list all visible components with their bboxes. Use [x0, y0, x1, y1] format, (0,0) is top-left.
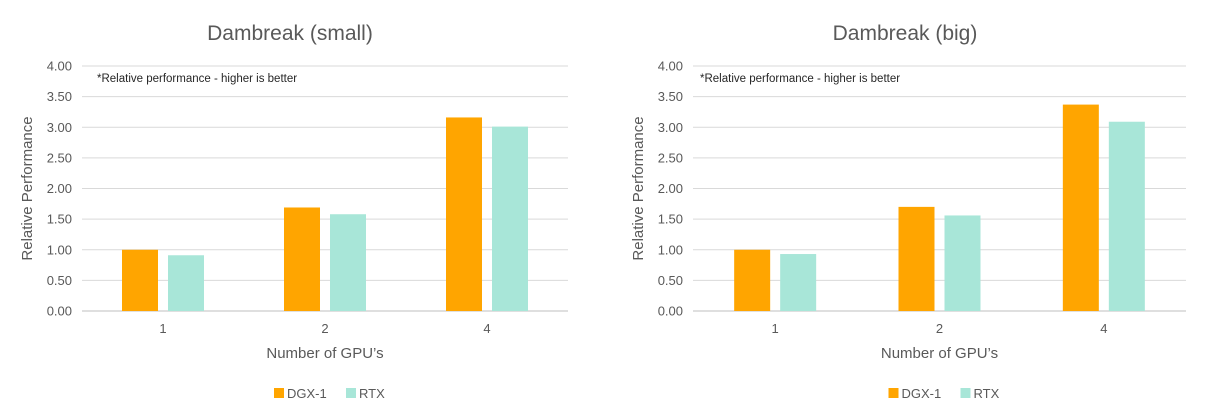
y-tick-label: 2.50 [658, 150, 683, 165]
chart-title: Dambreak (big) [833, 22, 978, 45]
y-tick-label: 3.50 [47, 89, 72, 104]
y-tick-label: 3.50 [658, 89, 683, 104]
x-axis-title: Number of GPU’s [266, 345, 383, 362]
bar-rtx-4 [1108, 121, 1145, 311]
legend-swatch [346, 388, 356, 398]
legend-label: RTX [974, 386, 1000, 401]
bar-dgx-1-4 [446, 117, 482, 311]
y-tick-label: 0.50 [658, 273, 683, 288]
y-tick-label: 1.00 [47, 242, 72, 257]
legend-label: DGX-1 [902, 386, 942, 401]
y-tick-label: 2.50 [47, 150, 72, 165]
chart-title: Dambreak (small) [207, 22, 373, 45]
bar-rtx-4 [492, 126, 528, 311]
chart-1: Dambreak (small) 0.00 0.50 1.00 1.50 2.00 2.50… [19, 22, 568, 401]
y-tick-label: 1.50 [47, 212, 72, 227]
y-tick-label: 3.00 [47, 120, 72, 135]
x-tick-label: 1 [159, 321, 166, 336]
legend-swatch [888, 388, 899, 398]
x-tick-label: 4 [1100, 321, 1107, 336]
bar-dgx-1-1 [734, 249, 771, 311]
y-axis-title: Relative Performance [630, 116, 647, 260]
y-tick-label: 2.00 [47, 181, 72, 196]
x-tick-label: 1 [772, 321, 779, 336]
bar-rtx-2 [330, 214, 366, 311]
chart-2: Dambreak (big) 0.00 0.50 1.00 1.50 2.00 2.50 3.… [630, 22, 1186, 401]
bar-rtx-1 [780, 254, 817, 311]
y-tick-label: 0.50 [47, 273, 72, 288]
y-tick-label: 4.00 [658, 59, 683, 74]
y-tick-label: 0.00 [47, 304, 72, 319]
legend-label: RTX [359, 386, 385, 401]
x-tick-label: 2 [936, 321, 943, 336]
x-tick-label: 4 [483, 321, 490, 336]
y-tick-label: 2.00 [658, 181, 683, 196]
bar-dgx-1-2 [898, 206, 935, 311]
bar-dgx-1-1 [122, 249, 158, 311]
legend-swatch [960, 388, 971, 398]
chart-annotation: *Relative performance - higher is better [97, 73, 297, 85]
x-axis-title: Number of GPU’s [881, 345, 998, 362]
legend-swatch [274, 388, 284, 398]
y-tick-label: 3.00 [658, 120, 683, 135]
bar-dgx-1-2 [284, 207, 320, 311]
bar-rtx-2 [944, 215, 981, 311]
chart-annotation: *Relative performance - higher is better [700, 73, 900, 85]
x-tick-label: 2 [321, 321, 328, 336]
y-tick-label: 1.00 [658, 242, 683, 257]
y-tick-label: 0.00 [658, 304, 683, 319]
bar-dgx-1-4 [1062, 104, 1099, 312]
bar-rtx-1 [168, 255, 204, 311]
y-tick-label: 4.00 [47, 59, 72, 74]
legend-label: DGX-1 [287, 386, 327, 401]
y-axis-title: Relative Performance [19, 116, 36, 260]
y-tick-label: 1.50 [658, 212, 683, 227]
